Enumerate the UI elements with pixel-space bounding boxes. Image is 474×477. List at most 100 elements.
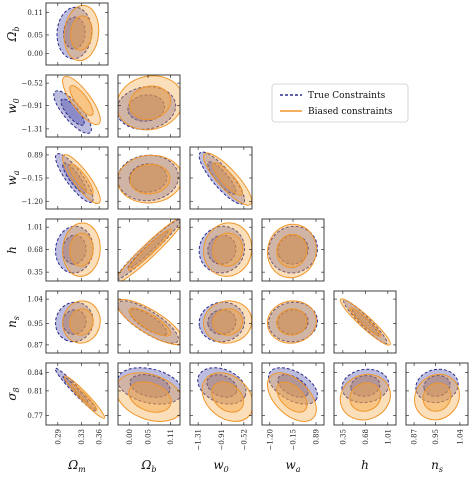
ytick-w0-2: −0.52 <box>22 80 43 88</box>
contour-true-2sigma-wa-s8 <box>268 367 318 405</box>
contour-biased-1sigma-wa-ns <box>276 308 308 336</box>
xtick-ns-0: 0.87 <box>411 429 419 445</box>
xtick-Ob-1: 0.05 <box>145 429 153 445</box>
contour-biased-2sigma-w0-ns <box>203 300 252 344</box>
panel-frame-Om-ns <box>45 290 109 354</box>
xlabel-ns: ns <box>431 458 443 474</box>
contour-biased-1sigma-Ob-s8 <box>128 381 172 413</box>
xtick-Om-1: 0.33 <box>78 429 86 445</box>
panel-Om-h <box>45 218 109 282</box>
contour-biased-1sigma-Om-ns <box>69 308 94 336</box>
xtick-wa-1: −0.15 <box>290 429 298 450</box>
legend-frame <box>271 83 409 123</box>
legend-label-biased: Biased constraints <box>308 107 393 117</box>
xtick-h-1: 0.68 <box>362 429 370 445</box>
ytick-ns-1: 0.95 <box>27 320 43 328</box>
contour-biased-2sigma-h-s8 <box>339 373 391 421</box>
xtick-w0-1: −0.91 <box>218 429 226 450</box>
contour-biased-1sigma-w0-wa <box>212 162 244 196</box>
panel-w0-wa <box>189 146 253 210</box>
contour-biased-2sigma-Om-s8 <box>63 375 106 419</box>
contour-true-1sigma-wa-s8 <box>277 374 309 398</box>
panel-frame-h-s8 <box>333 362 397 426</box>
contour-biased-2sigma-wa-s8 <box>266 372 317 422</box>
panel-Ob-s8 <box>117 362 181 426</box>
xlabel-w0: w0 <box>213 458 228 474</box>
contour-biased-1sigma-wa-h <box>276 233 308 269</box>
ytick-ns-2: 1.04 <box>27 296 43 304</box>
panel-Ob-ns <box>117 290 181 354</box>
contour-true-1sigma-w0-s8 <box>206 374 238 398</box>
panel-w0-h <box>189 218 253 282</box>
panel-wa-ns <box>261 290 325 354</box>
contour-true-1sigma-Om-w0 <box>60 98 85 126</box>
contour-true-1sigma-Ob-w0 <box>127 94 165 122</box>
contour-biased-1sigma-wa-s8 <box>276 381 308 413</box>
ytick-Ob-2: 0.11 <box>27 9 43 17</box>
panel-frame-Ob-ns <box>117 290 181 354</box>
contour-biased-1sigma-Ob-wa <box>129 163 171 195</box>
ylabel-wa: wa <box>5 170 21 185</box>
xlabel-Ob: Ωb <box>140 458 156 474</box>
xtick-wa-0: −1.20 <box>266 429 274 450</box>
panel-frame-Ob-h <box>117 218 181 282</box>
contour-true-1sigma-Ob-s8 <box>129 374 171 398</box>
panel-w0-ns <box>189 290 253 354</box>
contour-biased-1sigma-w0-h <box>212 232 244 267</box>
ylabel-Ob: Ωb <box>5 26 21 42</box>
contour-biased-2sigma-Ob-h <box>118 219 180 281</box>
contour-biased-1sigma-h-ns <box>349 307 382 337</box>
ytick-ns-0: 0.87 <box>27 341 43 349</box>
panel-Om-s8 <box>45 362 109 426</box>
xtick-Om-2: 0.36 <box>96 428 104 444</box>
ytick-h-2: 1.01 <box>27 224 43 232</box>
contour-biased-2sigma-Om-h <box>62 222 101 277</box>
contour-biased-1sigma-Om-Ob <box>70 15 93 51</box>
panel-Om-Ob <box>45 2 109 66</box>
contour-biased-1sigma-Om-wa <box>69 163 94 195</box>
contour-biased-1sigma-Om-w0 <box>69 85 94 116</box>
panel-h-ns <box>333 290 397 354</box>
panel-frame-Ob-s8 <box>117 362 181 426</box>
panel-Ob-wa <box>117 146 181 210</box>
contour-true-1sigma-h-s8 <box>350 375 381 397</box>
contour-biased-1sigma-Ob-ns <box>128 307 172 337</box>
contour-true-2sigma-Om-w0 <box>53 90 92 134</box>
ytick-s8-0: 0.77 <box>27 412 43 420</box>
contour-true-2sigma-h-ns <box>343 299 388 345</box>
contour-true-2sigma-Om-s8 <box>54 367 97 412</box>
xtick-Ob-2: 0.11 <box>167 429 175 445</box>
panel-frame-Om-Ob <box>45 2 109 66</box>
contour-true-1sigma-Om-Ob <box>63 16 86 50</box>
contour-true-2sigma-wa-h <box>268 225 318 274</box>
contour-biased-1sigma-ns-s8 <box>422 382 452 412</box>
contour-biased-2sigma-h-ns <box>339 298 391 346</box>
panel-w0-s8 <box>189 362 253 426</box>
panels-layer <box>45 2 469 426</box>
labels-layer: 0.00 0.05 0.11 Ωb −1.31 −0.91 −0.52 w0 −1.20 −0.1… <box>5 9 464 474</box>
panel-h-s8 <box>333 362 397 426</box>
ytick-w0-1: −0.91 <box>22 102 43 110</box>
legend-label-true: True Constraints <box>308 91 386 101</box>
panel-Ob-w0 <box>117 74 181 138</box>
ytick-w0-0: −1.31 <box>22 125 43 133</box>
contour-biased-1sigma-Om-h <box>69 232 94 267</box>
ytick-wa-2: 0.89 <box>27 151 43 159</box>
xlabel-Om: Ωm <box>67 458 86 474</box>
xtick-ns-2: 1.04 <box>456 428 464 444</box>
panel-frame-h-ns <box>333 290 397 354</box>
contour-true-1sigma-h-ns <box>351 307 380 337</box>
contour-biased-1sigma-Ob-w0 <box>128 85 172 121</box>
xtick-Ob-0: 0.00 <box>126 429 134 445</box>
contour-biased-2sigma-Om-Ob <box>63 4 100 62</box>
ylabel-ns: ns <box>5 316 21 328</box>
panel-Om-w0 <box>45 74 109 138</box>
ytick-wa-0: −1.20 <box>22 198 43 206</box>
panel-frame-Om-h <box>45 218 109 282</box>
contour-biased-2sigma-Ob-ns <box>118 299 180 345</box>
panel-wa-h <box>261 218 325 282</box>
ylabel-h: h <box>5 246 19 254</box>
panel-Ob-h <box>117 218 181 282</box>
contour-true-1sigma-Ob-wa <box>128 163 168 193</box>
